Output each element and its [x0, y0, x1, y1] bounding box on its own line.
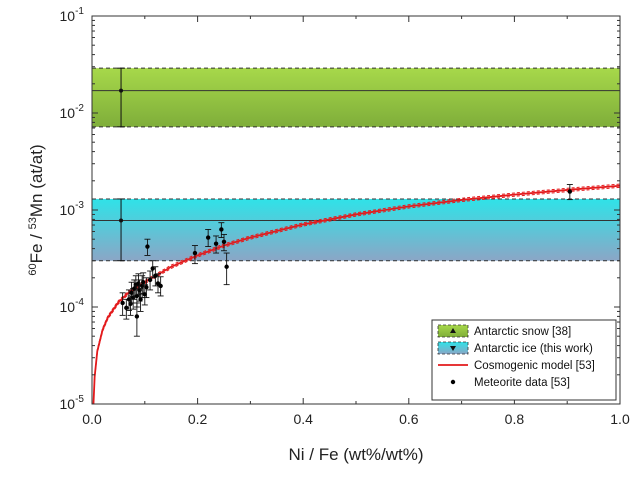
meteorite-dot	[134, 314, 140, 319]
meteorite-point	[119, 292, 126, 316]
meteorite-dot	[141, 280, 146, 285]
x-tick-label: 0.2	[188, 411, 208, 427]
x-axis-title: Ni / Fe (wt%/wt%)	[288, 445, 423, 464]
legend-marker	[450, 346, 456, 351]
y-axis-title-part-a: Fe /	[27, 229, 46, 263]
meteorite-dot	[153, 273, 158, 278]
meteorite-dot	[129, 290, 134, 296]
meteorite-point	[137, 288, 144, 312]
meteorite-dot	[142, 292, 147, 297]
meteorite-point	[143, 277, 150, 299]
y-tick-label-exp: -2	[75, 103, 84, 114]
meteorite-dot	[120, 300, 125, 306]
meteorite-dot	[219, 227, 224, 232]
meteorite-dot	[158, 283, 163, 289]
meteorite-dot	[144, 285, 149, 290]
y-tick-label-exp: -3	[75, 200, 84, 211]
model-curve	[92, 184, 620, 404]
y-tick-label-base: 10	[60, 105, 76, 121]
y-tick-label: 10-4	[60, 297, 85, 315]
meteorite-dot	[221, 239, 227, 245]
y-tick-label: 10-1	[60, 6, 85, 24]
meteorite-point	[133, 302, 140, 337]
legend-item: Meteorite data [53]	[450, 377, 570, 389]
points-layer	[119, 184, 573, 337]
y-axis-title-sup-b: 53	[27, 217, 39, 229]
meteorite-point	[191, 245, 198, 265]
meteorite-dot	[132, 286, 137, 291]
meteorite-dot	[134, 293, 140, 299]
meteorite-point	[223, 252, 230, 286]
meteorite-point	[152, 266, 159, 287]
meteorite-dot	[224, 264, 229, 269]
meteorite-point	[221, 233, 227, 252]
y-tick-label: 10-3	[60, 200, 85, 218]
meteorite-dot	[567, 189, 573, 194]
meteorite-point	[213, 235, 220, 254]
meteorite-dot	[205, 235, 211, 240]
meteorite-dot	[147, 277, 153, 283]
meteorite-point	[149, 260, 156, 279]
legend-label: Meteorite data [53]	[474, 377, 570, 389]
bands-layer	[92, 67, 620, 262]
legend-item: Cosmogenic model [53]	[438, 360, 595, 372]
meteorite-point	[125, 289, 132, 311]
y-axis-title-sup-a: 60	[27, 263, 39, 275]
meteorite-dot	[126, 297, 132, 302]
meteorite-dot	[138, 297, 143, 302]
x-tick-label: 0.4	[293, 411, 313, 427]
y-tick-label: 10-5	[60, 394, 85, 412]
x-tick-label: 1.0	[610, 411, 630, 427]
y-tick-label-base: 10	[60, 202, 76, 218]
legend-label: Antarctic ice (this work)	[474, 343, 593, 355]
legend-item: Antarctic ice (this work)	[437, 341, 593, 355]
y-axis-title: 60Fe / 53Mn (at/at)	[27, 144, 46, 275]
meteorite-point	[566, 184, 573, 201]
meteorite-point	[144, 238, 151, 256]
y-tick-label-base: 10	[60, 8, 76, 24]
band-snow-point	[119, 88, 124, 93]
meteorite-point	[141, 284, 148, 306]
meteorite-dot	[150, 266, 155, 271]
y-tick-label-exp: -4	[75, 297, 84, 308]
x-tick-label: 0.6	[399, 411, 419, 427]
meteorite-dot	[192, 250, 198, 256]
meteorite-point	[218, 222, 225, 238]
x-tick-label: 0.8	[505, 411, 525, 427]
meteorite-point	[123, 298, 130, 320]
axis-ticks: 0.0 0.2 0.4 0.6 0.8 1.010-510-410-310-210-1	[60, 6, 630, 427]
band-snow	[92, 68, 620, 127]
y-axis-title-part-b: Mn (at/at)	[27, 144, 46, 217]
x-tick-label: 0.0	[82, 411, 102, 427]
meteorite-dot	[124, 305, 129, 311]
meteorite-point	[147, 270, 154, 291]
y-tick-label-exp: -1	[75, 6, 84, 17]
meteorite-dot	[136, 281, 141, 286]
legend-marker	[450, 328, 456, 333]
meteorite-point	[157, 276, 164, 297]
y-tick-label-base: 10	[60, 396, 76, 412]
meteorite-dot	[145, 244, 150, 249]
y-tick-label: 10-2	[60, 103, 85, 121]
band-ice-point	[119, 218, 124, 223]
band-ice	[92, 198, 620, 261]
model-layer	[92, 183, 620, 404]
meteorite-dot	[213, 241, 219, 246]
meteorite-dot	[128, 301, 133, 306]
legend-label: Cosmogenic model [53]	[474, 360, 595, 372]
legend-label: Antarctic snow [38]	[474, 326, 571, 338]
y-tick-label-base: 10	[60, 299, 76, 315]
legend: Antarctic snow [38] Antarctic ice (this w…	[431, 319, 617, 401]
meteorite-point	[205, 229, 212, 247]
legend-item: Antarctic snow [38]	[437, 324, 571, 338]
legend-swatch	[450, 379, 456, 385]
y-tick-label-exp: -5	[75, 394, 84, 405]
